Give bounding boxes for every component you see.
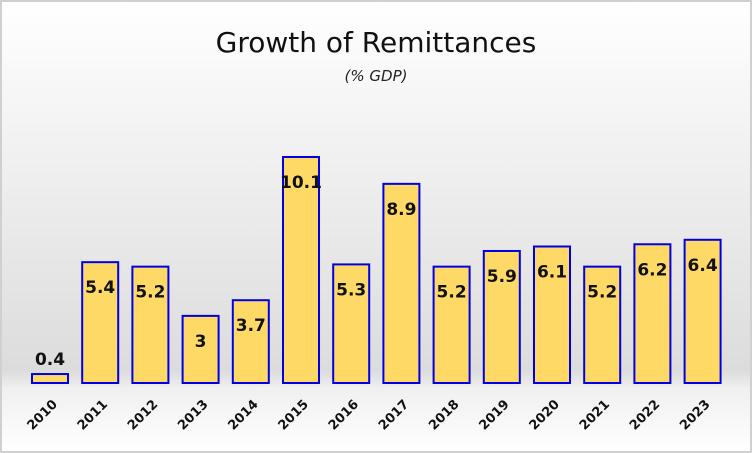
bar-2012: [131, 265, 170, 384]
bar-2023: [683, 238, 722, 384]
data-label-2012: 5.2: [135, 283, 165, 303]
data-label-2022: 6.2: [637, 260, 667, 280]
data-label-2023: 6.4: [688, 256, 718, 276]
bar-2011: [81, 261, 120, 384]
bar-2014: [231, 299, 270, 384]
data-label-2011: 5.4: [85, 278, 115, 298]
bar-2021: [583, 265, 622, 384]
data-label-2018: 5.2: [437, 283, 467, 303]
chart-subtitle: (% GDP): [345, 67, 408, 85]
data-label-2019: 5.9: [487, 267, 517, 287]
bar-2015: [282, 156, 320, 384]
data-label-2021: 5.2: [587, 283, 617, 303]
data-label-2020: 6.1: [537, 263, 567, 283]
data-label-2010: 0.4: [35, 350, 65, 370]
bar-2019: [482, 249, 521, 384]
bar-2020: [533, 245, 571, 384]
bar-2013: [181, 314, 220, 384]
bar-2022: [633, 243, 672, 384]
data-label-2014: 3.7: [236, 316, 266, 336]
bar-2018: [432, 265, 471, 384]
bar-2010: [31, 373, 69, 384]
data-label-2016: 5.3: [336, 280, 366, 300]
data-label-2015: 10.1: [280, 173, 322, 193]
chart-title: Growth of Remittances: [216, 26, 537, 59]
data-label-2017: 8.9: [386, 200, 416, 220]
bar-2017: [382, 182, 421, 384]
data-label-2013: 3: [195, 332, 207, 352]
bar-2016: [332, 263, 371, 385]
